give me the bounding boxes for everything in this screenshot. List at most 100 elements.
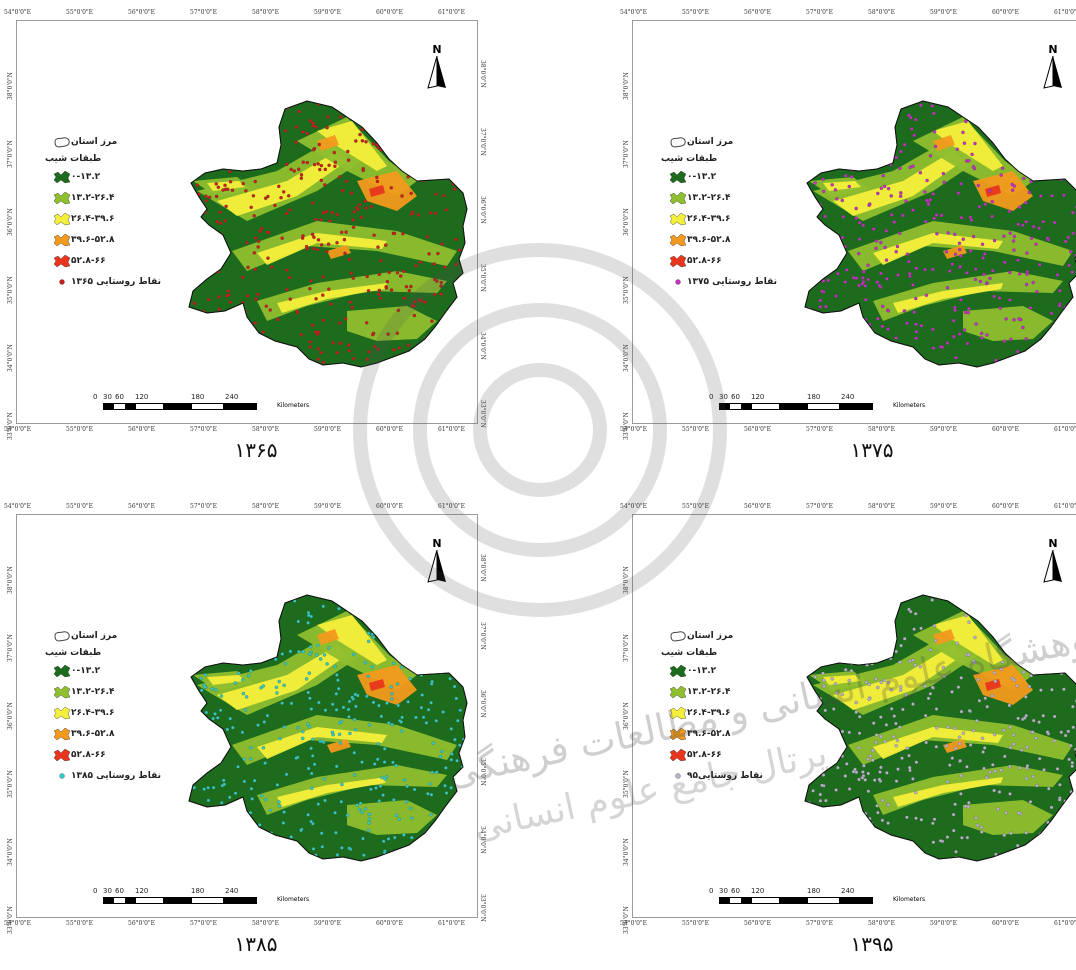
rural-point — [950, 690, 953, 693]
rural-point — [1020, 749, 1023, 752]
rural-point — [886, 646, 889, 649]
rural-point — [228, 796, 231, 799]
rural-point — [952, 102, 955, 105]
north-arrow: N — [1038, 537, 1068, 585]
rural-point — [410, 212, 413, 215]
rural-point — [422, 126, 425, 129]
rural-point — [196, 184, 199, 187]
rural-point — [352, 653, 355, 656]
rural-point — [895, 336, 898, 339]
rural-point — [442, 194, 445, 197]
rural-point — [386, 280, 389, 283]
boundary-swatch-icon — [669, 630, 687, 642]
rural-point — [815, 107, 818, 110]
scale-unit: Kilometers — [277, 402, 309, 409]
legend-class-label: ۰-۱۳.۲ — [71, 666, 100, 676]
rural-point — [998, 117, 1001, 120]
rural-point — [946, 780, 949, 783]
rural-point — [301, 730, 304, 733]
rural-point — [453, 334, 456, 337]
rural-point — [890, 194, 893, 197]
rural-point — [848, 185, 851, 188]
rural-point — [310, 747, 313, 750]
legend-class-label: ۳۹.۶-۵۲.۸ — [71, 729, 115, 739]
rural-point — [933, 130, 936, 133]
rural-point — [360, 216, 363, 219]
rural-point — [998, 611, 1001, 614]
rural-point — [881, 305, 884, 308]
rural-point — [895, 744, 898, 747]
legend-class-label: ۲۶.۴-۳۹.۶ — [71, 708, 115, 718]
rural-point — [317, 238, 320, 241]
rural-point — [320, 832, 323, 835]
scale-tick-label: 0 — [93, 393, 97, 401]
legend-class-swatch-icon — [53, 254, 71, 268]
rural-point — [442, 710, 445, 713]
rural-point — [434, 353, 437, 356]
rural-point — [902, 360, 905, 363]
rural-point — [242, 182, 245, 185]
longitude-tick-top: 61°0'0"E — [438, 503, 465, 510]
longitude-tick-top: 56°0'0"E — [128, 9, 155, 16]
rural-point — [458, 249, 461, 252]
rural-point — [906, 253, 909, 256]
rural-point — [948, 270, 951, 273]
rural-point — [336, 213, 339, 216]
rural-point — [367, 611, 370, 614]
rural-point — [1039, 689, 1042, 692]
rural-point — [430, 610, 433, 613]
rural-point — [307, 767, 310, 770]
rural-point — [1050, 688, 1053, 691]
latitude-tick-left: 37°0'0"N — [7, 634, 14, 662]
longitude-tick-top: 55°0'0"E — [682, 503, 709, 510]
rural-point — [316, 644, 319, 647]
rural-point — [877, 135, 880, 138]
rural-point — [836, 766, 839, 769]
rural-point — [888, 143, 891, 146]
rural-point — [354, 728, 357, 731]
rural-point — [837, 811, 840, 814]
rural-point — [455, 263, 458, 266]
rural-point — [353, 102, 356, 105]
rural-point — [392, 662, 395, 665]
rural-point — [939, 839, 942, 842]
rural-point — [208, 196, 211, 199]
rural-point — [824, 305, 827, 308]
rural-point — [336, 679, 339, 682]
rural-point — [379, 297, 382, 300]
rural-point-swatch-icon — [53, 770, 71, 782]
rural-point — [1046, 362, 1049, 365]
rural-point — [422, 140, 425, 143]
rural-point — [444, 848, 447, 851]
rural-point — [1024, 131, 1027, 134]
rural-point — [426, 792, 429, 795]
rural-point — [835, 788, 838, 791]
rural-point — [237, 363, 240, 366]
rural-point — [966, 836, 969, 839]
rural-point — [354, 705, 357, 708]
latitude-tick-left: 37°0'0"N — [623, 140, 630, 168]
rural-point — [217, 846, 220, 849]
rural-point — [335, 673, 338, 676]
rural-point — [320, 179, 323, 182]
legend-class-label: ۵۲.۸-۶۶ — [71, 750, 106, 760]
rural-point — [213, 120, 216, 123]
rural-point — [340, 846, 343, 849]
legend-class-swatch-icon — [53, 748, 71, 762]
rural-point — [1013, 318, 1016, 321]
longitude-tick-bottom: 60°0'0"E — [992, 426, 1019, 433]
rural-point — [812, 639, 815, 642]
rural-point — [381, 636, 384, 639]
rural-point — [314, 218, 317, 221]
rural-point — [301, 234, 304, 237]
rural-point — [911, 777, 914, 780]
rural-point — [907, 260, 910, 263]
rural-point — [270, 266, 273, 269]
rural-point — [227, 841, 230, 844]
rural-point — [308, 287, 311, 290]
rural-point — [448, 652, 451, 655]
rural-point — [396, 332, 399, 335]
rural-point — [824, 234, 827, 237]
rural-point — [203, 685, 206, 688]
scale-segment — [191, 403, 225, 410]
